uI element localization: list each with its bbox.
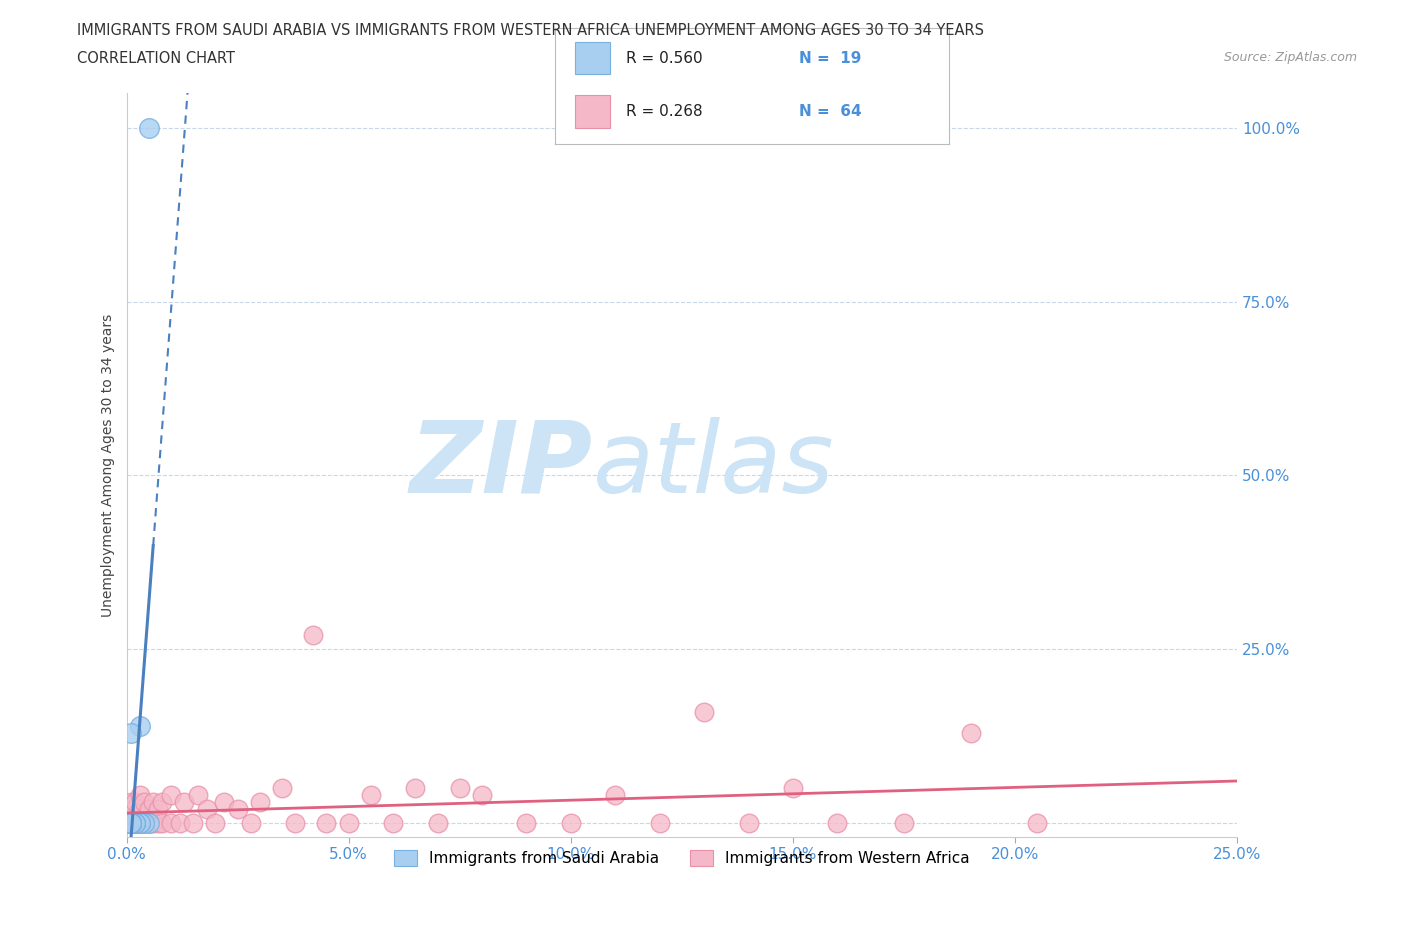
Point <box>337 816 360 830</box>
Point <box>142 816 165 830</box>
FancyBboxPatch shape <box>575 96 610 128</box>
Point <box>959 725 981 740</box>
Point <box>120 802 142 817</box>
Point <box>120 816 142 830</box>
Point <box>124 816 146 830</box>
Point <box>226 802 249 817</box>
Point <box>120 816 142 830</box>
Legend: Immigrants from Saudi Arabia, Immigrants from Western Africa: Immigrants from Saudi Arabia, Immigrants… <box>387 843 977 874</box>
Point <box>187 788 209 803</box>
Point <box>146 802 169 817</box>
Point <box>124 816 146 830</box>
Point <box>124 816 146 830</box>
Point <box>302 628 325 643</box>
Point <box>150 816 173 830</box>
Point <box>134 795 156 810</box>
Point <box>284 816 307 830</box>
Point <box>134 816 156 830</box>
Point <box>515 816 537 830</box>
Text: R = 0.560: R = 0.560 <box>626 50 703 66</box>
Point <box>195 802 218 817</box>
Point <box>128 816 150 830</box>
Point <box>138 802 160 817</box>
FancyBboxPatch shape <box>575 42 610 74</box>
Point <box>160 788 183 803</box>
Point <box>124 809 146 824</box>
Point <box>120 816 142 830</box>
Text: R = 0.268: R = 0.268 <box>626 104 703 119</box>
Point <box>181 816 204 830</box>
Point <box>449 781 471 796</box>
Text: N =  19: N = 19 <box>800 50 862 66</box>
Point <box>648 816 671 830</box>
Point <box>128 816 150 830</box>
Point <box>827 816 849 830</box>
Point <box>124 816 146 830</box>
Point <box>693 704 716 719</box>
Point <box>124 816 146 830</box>
Point <box>120 816 142 830</box>
Point <box>120 816 142 830</box>
Text: IMMIGRANTS FROM SAUDI ARABIA VS IMMIGRANTS FROM WESTERN AFRICA UNEMPLOYMENT AMON: IMMIGRANTS FROM SAUDI ARABIA VS IMMIGRAN… <box>77 23 984 38</box>
Point <box>404 781 426 796</box>
Point <box>120 816 142 830</box>
Text: Source: ZipAtlas.com: Source: ZipAtlas.com <box>1223 51 1357 64</box>
Point <box>142 795 165 810</box>
Text: N =  64: N = 64 <box>800 104 862 119</box>
Point <box>150 795 173 810</box>
Point <box>737 816 759 830</box>
Point <box>249 795 271 810</box>
Point <box>120 816 142 830</box>
Point <box>124 816 146 830</box>
Point <box>360 788 382 803</box>
Point <box>605 788 627 803</box>
Point <box>169 816 191 830</box>
Text: CORRELATION CHART: CORRELATION CHART <box>77 51 235 66</box>
Point <box>128 816 150 830</box>
Point <box>124 802 146 817</box>
Point <box>138 120 160 135</box>
Point <box>426 816 449 830</box>
Point <box>120 816 142 830</box>
Point <box>138 816 160 830</box>
Point <box>138 816 160 830</box>
Point <box>128 788 150 803</box>
Point <box>120 816 142 830</box>
Point <box>120 795 142 810</box>
Point <box>120 725 142 740</box>
Point <box>120 816 142 830</box>
Point <box>204 816 226 830</box>
Point <box>120 816 142 830</box>
Point <box>120 816 142 830</box>
Point <box>124 795 146 810</box>
Point <box>560 816 582 830</box>
Point <box>120 816 142 830</box>
Point <box>134 816 156 830</box>
Point <box>128 718 150 733</box>
Point <box>782 781 804 796</box>
Point <box>893 816 915 830</box>
Point <box>1026 816 1049 830</box>
Point <box>239 816 262 830</box>
Point <box>128 816 150 830</box>
Text: atlas: atlas <box>593 417 835 513</box>
Point <box>120 816 142 830</box>
Point <box>128 802 150 817</box>
Point <box>271 781 294 796</box>
Point <box>214 795 236 810</box>
Y-axis label: Unemployment Among Ages 30 to 34 years: Unemployment Among Ages 30 to 34 years <box>101 313 115 617</box>
Point <box>160 816 183 830</box>
Point <box>146 816 169 830</box>
Point <box>315 816 337 830</box>
Point <box>138 816 160 830</box>
Point <box>382 816 405 830</box>
Point <box>134 816 156 830</box>
Text: ZIP: ZIP <box>411 417 593 513</box>
Point <box>471 788 494 803</box>
Point <box>173 795 195 810</box>
Point <box>120 816 142 830</box>
